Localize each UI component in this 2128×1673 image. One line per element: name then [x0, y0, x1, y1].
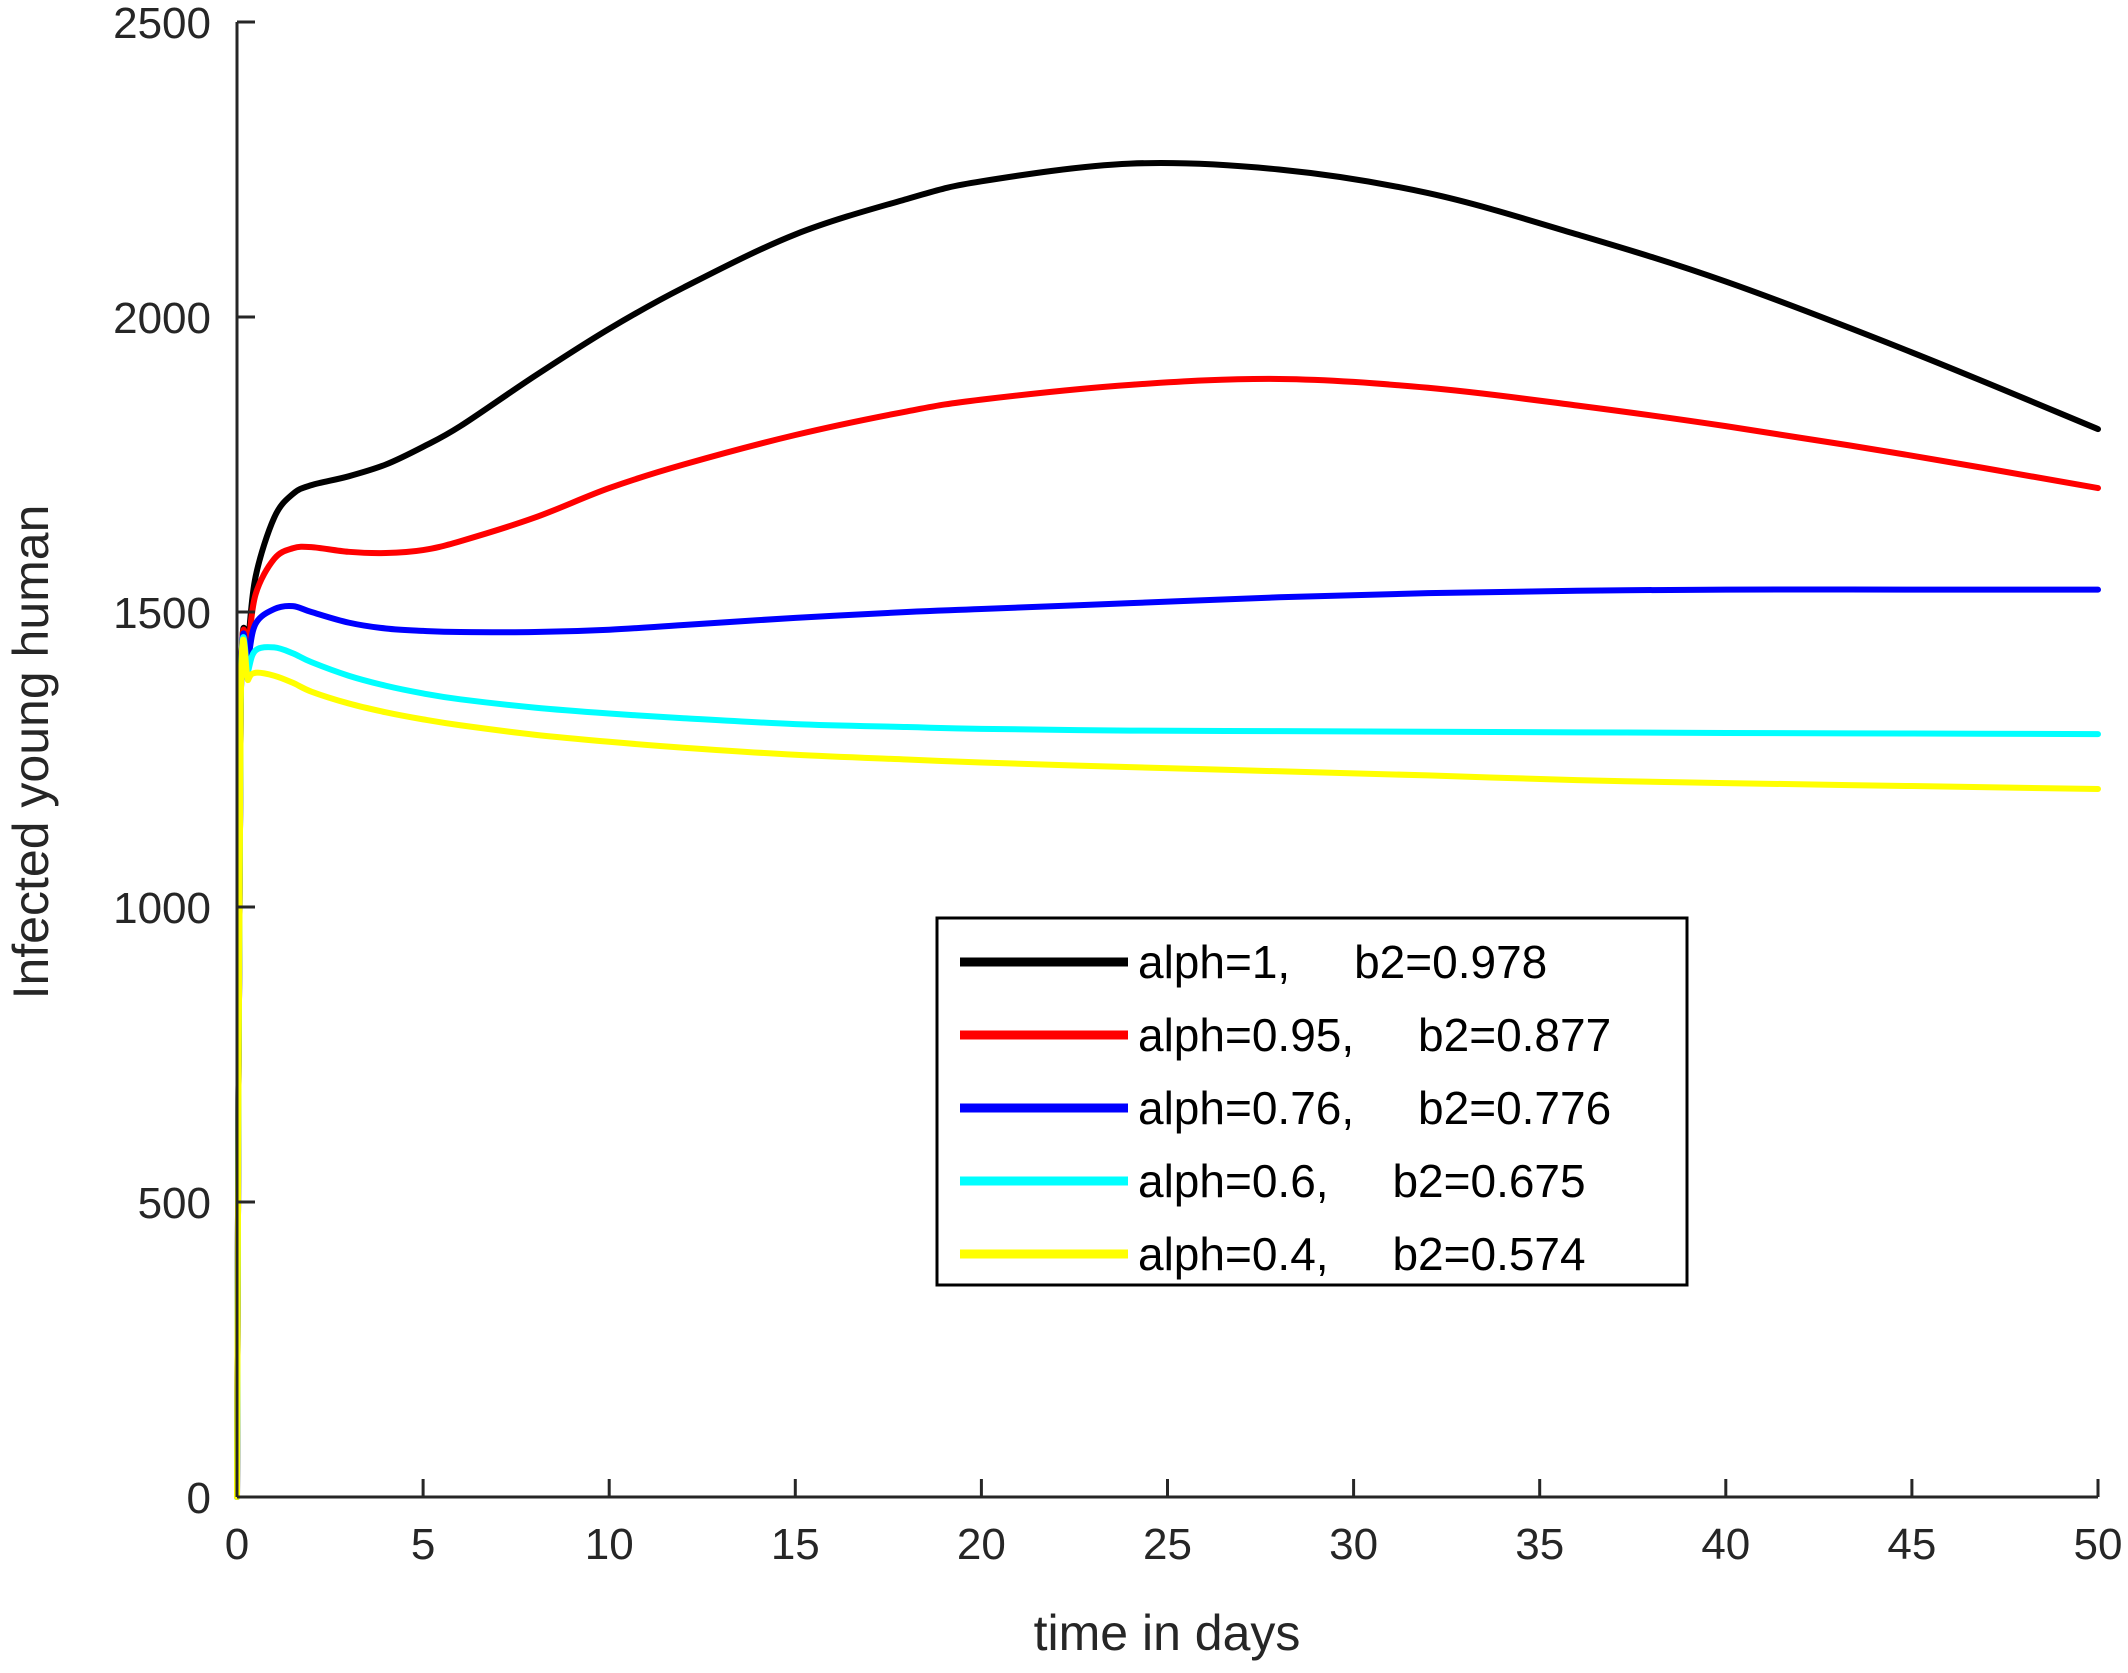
- legend-label: alph=0.4, b2=0.574: [1138, 1228, 1586, 1280]
- legend: alph=1, b2=0.978 alph=0.95, b2=0.877 alph=…: [935, 916, 1689, 1287]
- y-tick-label: 1000: [113, 884, 211, 933]
- x-tick-label: 20: [957, 1520, 1006, 1569]
- legend-label: alph=1, b2=0.978: [1138, 936, 1547, 988]
- x-tick-label: 10: [585, 1520, 634, 1569]
- plot-lines: [234, 159, 2101, 1500]
- y-tick-label: 1500: [113, 589, 211, 638]
- legend-box: [935, 916, 1689, 1287]
- legend-label: alph=0.95, b2=0.877: [1138, 1009, 1611, 1061]
- legend-label: alph=0.6, b2=0.675: [1138, 1155, 1586, 1207]
- x-tick-label: 5: [411, 1520, 435, 1569]
- x-tick-label: 15: [771, 1520, 820, 1569]
- y-tick-label: 0: [187, 1474, 211, 1523]
- x-tick-label: 25: [1143, 1520, 1192, 1569]
- x-tick-label: 0: [225, 1520, 249, 1569]
- series-line-5: [234, 636, 2101, 1500]
- x-tick-label: 40: [1701, 1520, 1750, 1569]
- x-tick-label: 45: [1887, 1520, 1936, 1569]
- x-tick-label: 50: [2074, 1520, 2123, 1569]
- y-tick-label: 2000: [113, 294, 211, 343]
- x-axis-title: time in days: [1034, 1605, 1301, 1661]
- y-tick-label: 500: [138, 1179, 211, 1228]
- legend-label: alph=0.76, b2=0.776: [1138, 1082, 1611, 1134]
- y-axis-title: Infected young human: [3, 505, 59, 1000]
- x-tick-label: 30: [1329, 1520, 1378, 1569]
- x-tick-label: 35: [1515, 1520, 1564, 1569]
- y-tick-label: 2500: [113, 0, 211, 48]
